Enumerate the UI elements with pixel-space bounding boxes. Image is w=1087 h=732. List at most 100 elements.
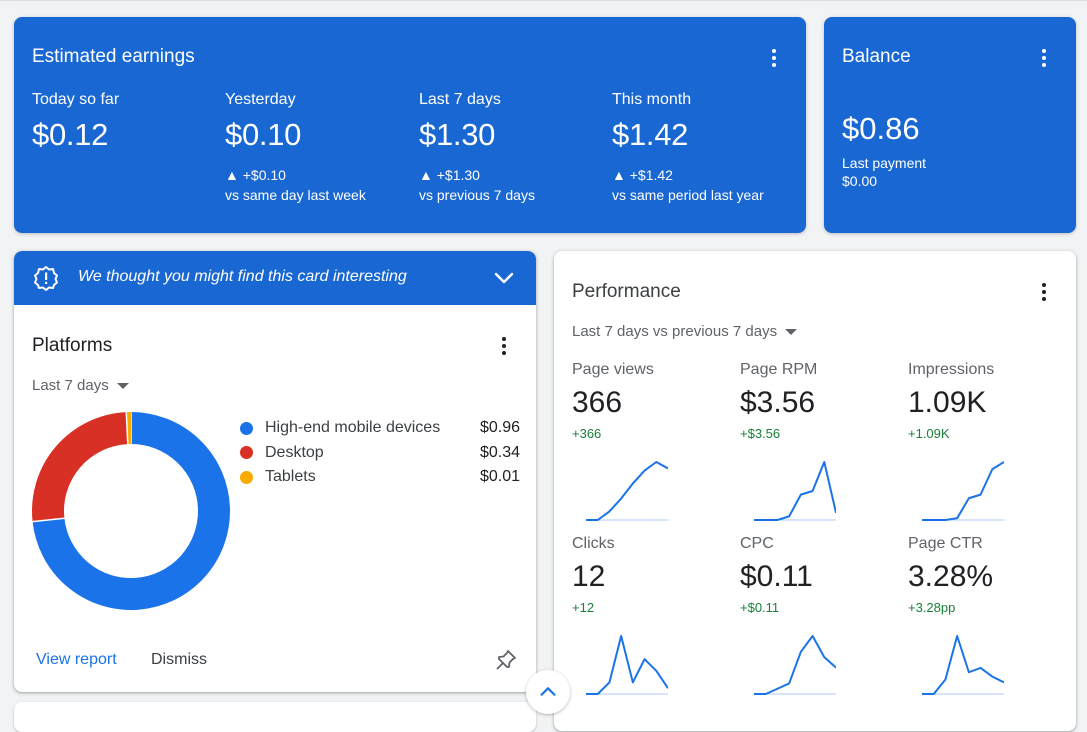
performance-title: Performance xyxy=(572,281,681,303)
metric-value: 366 xyxy=(572,386,732,420)
metric-change: +3.28pp xyxy=(908,600,1068,615)
metric-label: Page RPM xyxy=(740,361,900,379)
metric-label: Page CTR xyxy=(908,535,1068,553)
metric-label: Page views xyxy=(572,361,732,379)
metric-value: $0.10 xyxy=(225,117,415,153)
legend-dot xyxy=(240,446,253,459)
metric-label: Clicks xyxy=(572,535,732,553)
sparkline-series xyxy=(586,636,668,694)
more-vert-icon[interactable] xyxy=(762,46,786,70)
metric-value: $0.12 xyxy=(32,117,222,153)
metric-value: $3.56 xyxy=(740,386,900,420)
impressions-sparkline xyxy=(908,456,1004,526)
metric-today: Today so far $0.12 xyxy=(32,91,222,153)
metric-last-7-days: Last 7 days $1.30 ▲ +$1.30 vs previous 7… xyxy=(419,91,609,203)
legend-item[interactable]: Desktop $0.34 xyxy=(240,441,520,466)
scroll-to-top-button[interactable] xyxy=(526,670,570,714)
balance-value: $0.86 xyxy=(842,111,920,147)
balance-title: Balance xyxy=(842,46,911,68)
comparison-range-label: Last 7 days vs previous 7 days xyxy=(572,323,777,340)
estimated-earnings-card: Estimated earnings Today so far $0.12 Ye… xyxy=(14,17,806,233)
metric-change: ▲ +$0.10 xyxy=(225,167,415,183)
caret-down-icon xyxy=(785,329,797,335)
donut-slice[interactable] xyxy=(48,428,127,520)
metric-value: $1.42 xyxy=(612,117,802,153)
metric-clicks[interactable]: Clicks 12 +12 xyxy=(572,535,732,615)
metric-change: +366 xyxy=(572,426,732,441)
earnings-title: Estimated earnings xyxy=(32,46,195,68)
metric-compare: vs previous 7 days xyxy=(419,187,609,203)
metric-page-views[interactable]: Page views 366 +366 xyxy=(572,361,732,441)
metric-value: 1.09K xyxy=(908,386,1068,420)
sparkline-series xyxy=(922,462,1004,520)
metric-value: $0.11 xyxy=(740,560,900,594)
legend-item[interactable]: Tablets $0.01 xyxy=(240,465,520,490)
balance-card: Balance $0.86 Last payment $0.00 xyxy=(824,17,1076,233)
legend-name: Desktop xyxy=(265,444,480,462)
legend-amount: $0.01 xyxy=(480,468,520,486)
metric-change: +$3.56 xyxy=(740,426,900,441)
chevron-up-icon xyxy=(537,681,559,703)
sparkline-series xyxy=(922,636,1004,694)
more-vert-icon[interactable] xyxy=(492,334,516,358)
comparison-range-dropdown[interactable]: Last 7 days vs previous 7 days xyxy=(572,323,797,340)
sparkline-series xyxy=(754,636,836,694)
sparkline-series xyxy=(586,462,668,520)
legend-name: High-end mobile devices xyxy=(265,419,480,437)
metric-label: Today so far xyxy=(32,91,222,109)
platforms-title: Platforms xyxy=(32,335,112,357)
metric-this-month: This month $1.42 ▲ +$1.42 vs same period… xyxy=(612,91,802,203)
chevron-down-icon[interactable] xyxy=(492,266,516,295)
clicks-sparkline xyxy=(572,630,668,700)
next-card xyxy=(14,702,536,732)
platforms-card: We thought you might find this card inte… xyxy=(14,251,536,692)
legend-amount: $0.96 xyxy=(480,419,520,437)
legend-dot xyxy=(240,471,253,484)
performance-card: Performance Last 7 days vs previous 7 da… xyxy=(554,251,1076,731)
legend-item[interactable]: High-end mobile devices $0.96 xyxy=(240,416,520,441)
metric-page-ctr[interactable]: Page CTR 3.28% +3.28pp xyxy=(908,535,1068,615)
legend-name: Tablets xyxy=(265,468,480,486)
metric-label: This month xyxy=(612,91,802,109)
page-views-sparkline xyxy=(572,456,668,526)
last-payment-value: $0.00 xyxy=(842,173,877,189)
more-vert-icon[interactable] xyxy=(1032,280,1056,304)
metric-value: 12 xyxy=(572,560,732,594)
pin-icon[interactable] xyxy=(494,648,518,677)
date-range-dropdown[interactable]: Last 7 days xyxy=(32,377,129,394)
platforms-legend: High-end mobile devices $0.96 Desktop $0… xyxy=(240,416,520,490)
metric-label: CPC xyxy=(740,535,900,553)
metric-change: ▲ +$1.42 xyxy=(612,167,802,183)
metric-value: 3.28% xyxy=(908,560,1068,594)
metric-page-rpm[interactable]: Page RPM $3.56 +$3.56 xyxy=(740,361,900,441)
legend-amount: $0.34 xyxy=(480,444,520,462)
top-divider xyxy=(0,0,1087,1)
page-rpm-sparkline xyxy=(740,456,836,526)
metric-compare: vs same period last year xyxy=(612,187,802,203)
metric-value: $1.30 xyxy=(419,117,609,153)
legend-dot xyxy=(240,422,253,435)
interesting-card-banner[interactable]: We thought you might find this card inte… xyxy=(14,251,536,305)
metric-change: +$0.11 xyxy=(740,600,900,615)
metric-compare: vs same day last week xyxy=(225,187,415,203)
metric-change: +1.09K xyxy=(908,426,1068,441)
last-payment-label: Last payment xyxy=(842,155,926,171)
page-ctr-sparkline xyxy=(908,630,1004,700)
metric-label: Impressions xyxy=(908,361,1068,379)
sparkline-series xyxy=(754,462,836,520)
metric-cpc[interactable]: CPC $0.11 +$0.11 xyxy=(740,535,900,615)
more-vert-icon[interactable] xyxy=(1032,46,1056,70)
caret-down-icon xyxy=(117,383,129,389)
metric-label: Yesterday xyxy=(225,91,415,109)
view-report-button[interactable]: View report xyxy=(36,651,117,669)
metric-label: Last 7 days xyxy=(419,91,609,109)
metric-yesterday: Yesterday $0.10 ▲ +$0.10 vs same day las… xyxy=(225,91,415,203)
platforms-donut-chart xyxy=(31,411,231,611)
alert-badge-icon xyxy=(33,265,59,296)
metric-change: +12 xyxy=(572,600,732,615)
metric-impressions[interactable]: Impressions 1.09K +1.09K xyxy=(908,361,1068,441)
cpc-sparkline xyxy=(740,630,836,700)
metric-change: ▲ +$1.30 xyxy=(419,167,609,183)
dismiss-button[interactable]: Dismiss xyxy=(151,651,207,669)
date-range-label: Last 7 days xyxy=(32,377,109,394)
